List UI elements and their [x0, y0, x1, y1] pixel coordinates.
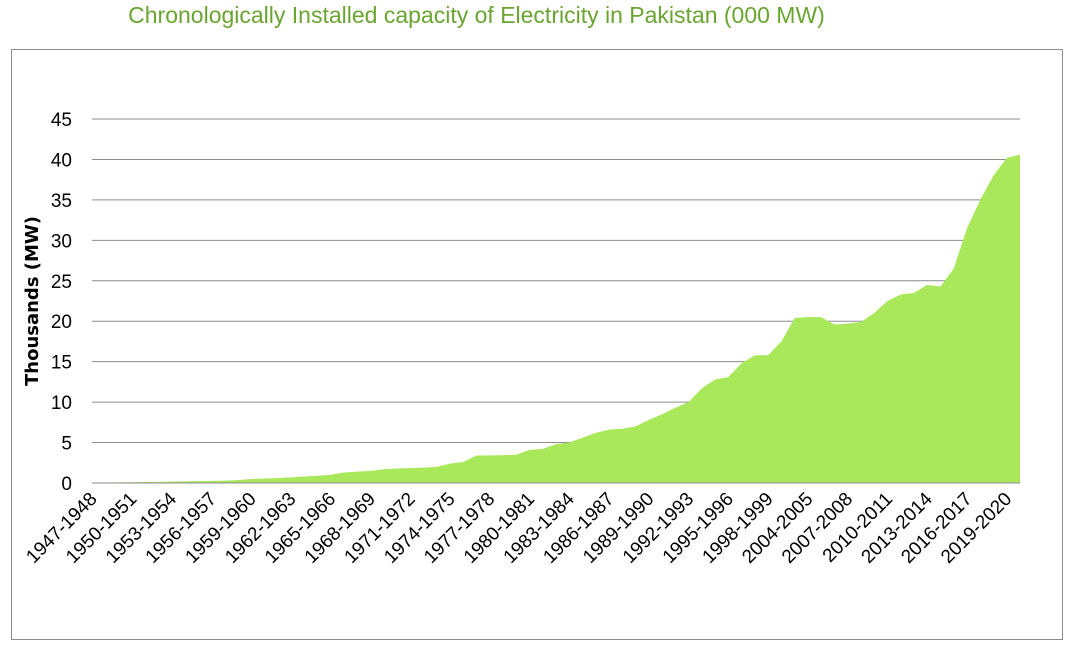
- chart-frame: [11, 49, 1063, 640]
- y-tick-labels: 0 5 10 15 20 25 30 35 40 45: [51, 110, 72, 495]
- y-axis-label: Thousands (MW): [22, 216, 43, 386]
- y-tick-label: 10: [51, 393, 72, 414]
- y-tick-label: 15: [51, 353, 72, 374]
- x-tick-labels: 1947-19481950-19511953-19541956-19571959…: [22, 488, 1016, 567]
- y-tick-label: 35: [51, 191, 72, 212]
- y-tick-label: 30: [51, 231, 72, 252]
- chart-title: Chronologically Installed capacity of El…: [128, 2, 825, 28]
- y-tick-label: 40: [51, 150, 72, 171]
- y-tick-label: 45: [51, 110, 72, 131]
- y-tick-label: 25: [51, 272, 72, 293]
- y-tick-label: 20: [51, 312, 72, 333]
- y-tick-label: 5: [61, 434, 72, 455]
- y-tick-label: 0: [61, 474, 72, 495]
- capacity-area: [92, 154, 1020, 483]
